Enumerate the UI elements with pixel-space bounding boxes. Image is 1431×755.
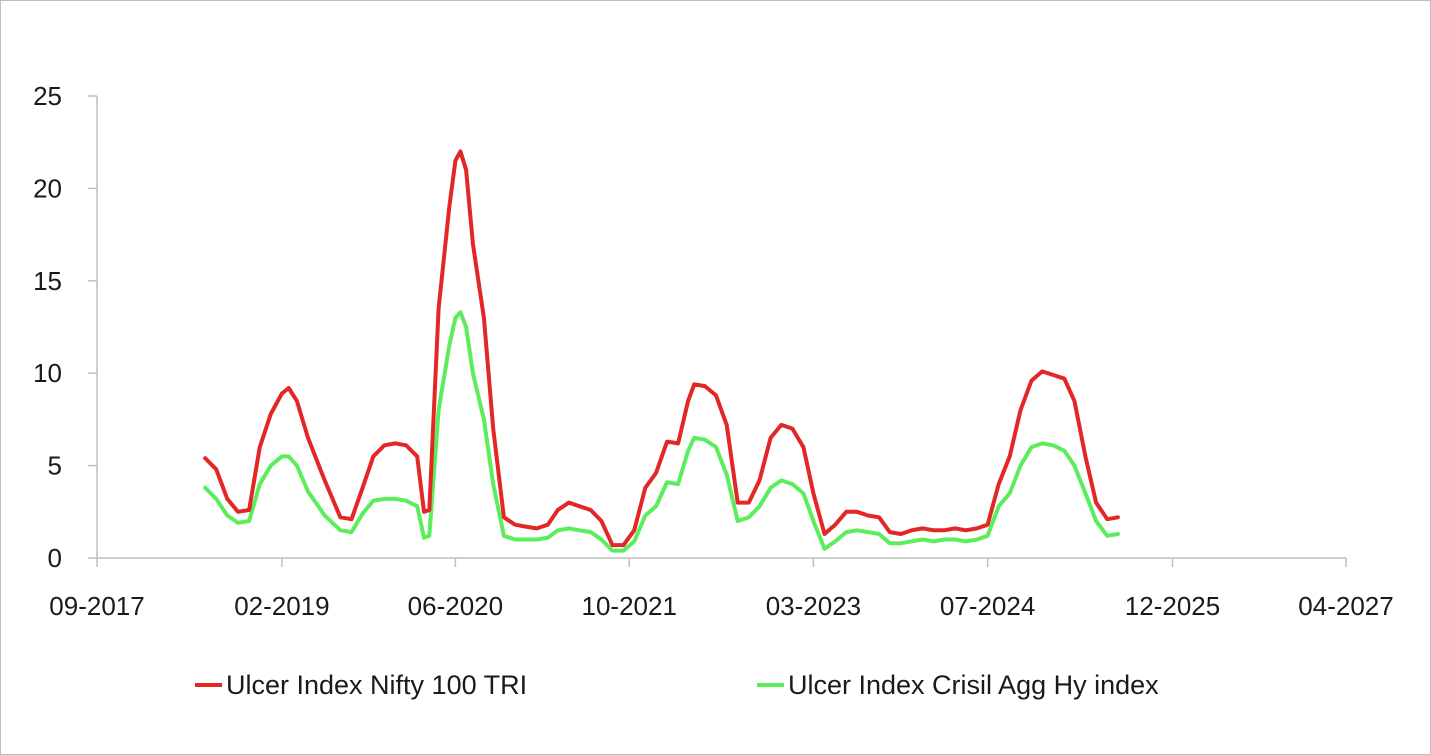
y-tick-label: 25: [33, 81, 62, 111]
x-tick-label: 10-2021: [582, 591, 677, 621]
y-tick-label: 15: [33, 266, 62, 296]
y-tick-label: 10: [33, 358, 62, 388]
axes: [96, 96, 1346, 559]
x-tick-label: 03-2023: [766, 591, 861, 621]
y-tick-label: 20: [33, 173, 62, 203]
x-axis-ticks: 09-2017 02-2019 06-2020 10-2021 03-2023 07-20…: [49, 558, 1394, 621]
legend-item-nifty: Ulcer Index Nifty 100 TRI: [195, 670, 527, 700]
series-line-crisil: [203, 310, 1120, 553]
series-line-nifty: [203, 149, 1120, 548]
y-tick-label: 5: [48, 451, 62, 481]
series-lines: [203, 149, 1120, 553]
legend: Ulcer Index Nifty 100 TRI Ulcer Index Cr…: [195, 670, 1159, 700]
x-tick-label: 02-2019: [234, 591, 329, 621]
y-tick-label: 0: [48, 543, 62, 573]
y-axis-ticks: 0 5 10 15 20 25: [33, 81, 97, 573]
legend-label-crisil: Ulcer Index Crisil Agg Hy index: [788, 670, 1159, 700]
legend-label-nifty: Ulcer Index Nifty 100 TRI: [226, 670, 527, 700]
legend-item-crisil: Ulcer Index Crisil Agg Hy index: [757, 670, 1159, 700]
x-tick-label: 09-2017: [49, 591, 144, 621]
x-tick-label: 12-2025: [1125, 591, 1220, 621]
x-tick-label: 06-2020: [408, 591, 503, 621]
x-tick-label: 07-2024: [940, 591, 1035, 621]
x-tick-label: 04-2027: [1298, 591, 1393, 621]
